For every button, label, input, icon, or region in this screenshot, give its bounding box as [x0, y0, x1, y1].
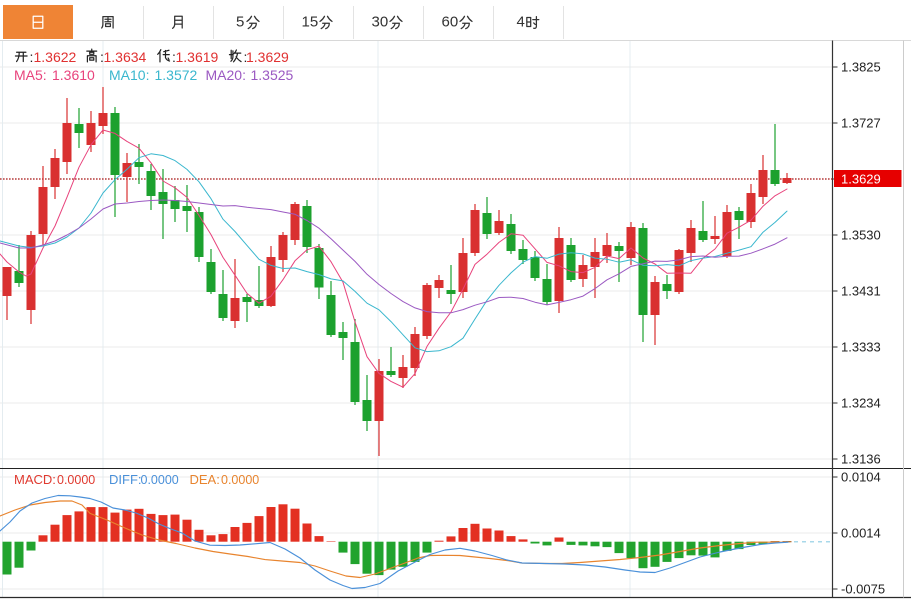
- svg-text:1.3136: 1.3136: [841, 452, 881, 467]
- svg-text::: :: [172, 49, 176, 65]
- svg-text:0.0000: 0.0000: [57, 473, 95, 487]
- svg-text:1.3629: 1.3629: [246, 49, 289, 65]
- svg-text:DEA:: DEA:: [190, 472, 220, 487]
- svg-text:1.3525: 1.3525: [251, 67, 294, 83]
- svg-text::: :: [30, 49, 34, 65]
- svg-text:1.3610: 1.3610: [52, 67, 95, 83]
- svg-text:1.3530: 1.3530: [841, 228, 881, 243]
- svg-text:MA20:: MA20:: [206, 67, 246, 83]
- svg-text:1.3572: 1.3572: [155, 67, 198, 83]
- svg-text:0.0104: 0.0104: [841, 470, 881, 485]
- svg-text:-0.0075: -0.0075: [841, 582, 885, 597]
- svg-text:MA5:: MA5:: [14, 67, 47, 83]
- svg-text::: :: [100, 49, 104, 65]
- svg-text:0.0014: 0.0014: [841, 526, 881, 541]
- svg-text:4: 4: [517, 14, 525, 31]
- svg-text:DIFF:: DIFF:: [109, 472, 142, 487]
- svg-text:60: 60: [442, 14, 459, 31]
- svg-text:MACD:: MACD:: [14, 472, 56, 487]
- svg-text:1.3619: 1.3619: [176, 49, 219, 65]
- svg-text:1.3634: 1.3634: [104, 49, 147, 65]
- svg-text:0.0000: 0.0000: [141, 473, 179, 487]
- svg-text:5: 5: [236, 14, 244, 31]
- svg-text:0.0000: 0.0000: [221, 473, 259, 487]
- svg-text:30: 30: [372, 14, 389, 31]
- svg-text:1.3333: 1.3333: [841, 340, 881, 355]
- svg-text:MA10:: MA10:: [109, 67, 149, 83]
- svg-text:1.3727: 1.3727: [841, 116, 881, 131]
- svg-text:1.3622: 1.3622: [34, 49, 77, 65]
- svg-text:1.3825: 1.3825: [841, 60, 881, 75]
- svg-text::: :: [244, 49, 248, 65]
- svg-text:1.3234: 1.3234: [841, 396, 881, 411]
- svg-text:1.3629: 1.3629: [841, 172, 881, 187]
- svg-text:1.3431: 1.3431: [841, 284, 881, 299]
- svg-text:15: 15: [302, 14, 319, 31]
